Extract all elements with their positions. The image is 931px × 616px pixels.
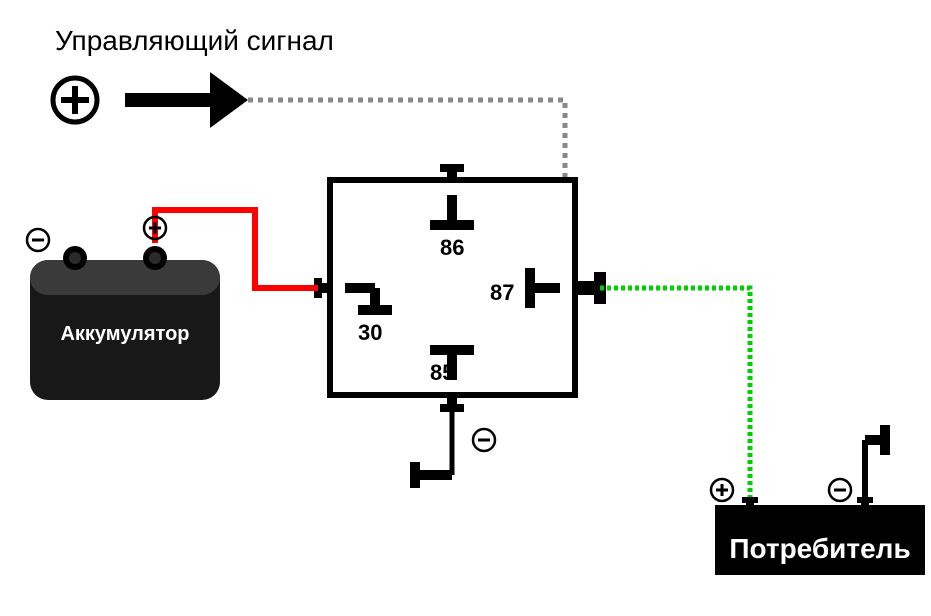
consumer-minus-icon [829, 479, 851, 501]
ground-minus-icon [473, 429, 495, 451]
svg-text:30: 30 [358, 320, 382, 345]
svg-text:85: 85 [430, 360, 454, 385]
svg-text:86: 86 [440, 235, 464, 260]
consumer-icon: Потребитель [715, 500, 925, 575]
pin-30: 30 [345, 288, 392, 345]
signal-plus-icon [53, 78, 97, 122]
svg-text:87: 87 [490, 280, 514, 305]
pin-85: 85 [430, 350, 474, 385]
wire-signal [248, 100, 565, 180]
consumer-plus-icon [711, 479, 733, 501]
pin-86: 86 [430, 195, 474, 260]
pin-87: 87 [490, 268, 560, 308]
ground-icon [415, 462, 452, 488]
wire-output [600, 288, 750, 520]
signal-arrow-icon [125, 72, 248, 128]
battery-minus-icon [27, 229, 49, 251]
battery-icon: Аккумулятор [30, 246, 220, 400]
consumer-label: Потребитель [729, 533, 910, 564]
signal-label: Управляющий сигнал [55, 25, 334, 56]
battery-label: Аккумулятор [60, 323, 189, 345]
relay-diagram: Управляющий сигнал 86 85 [0, 0, 931, 616]
